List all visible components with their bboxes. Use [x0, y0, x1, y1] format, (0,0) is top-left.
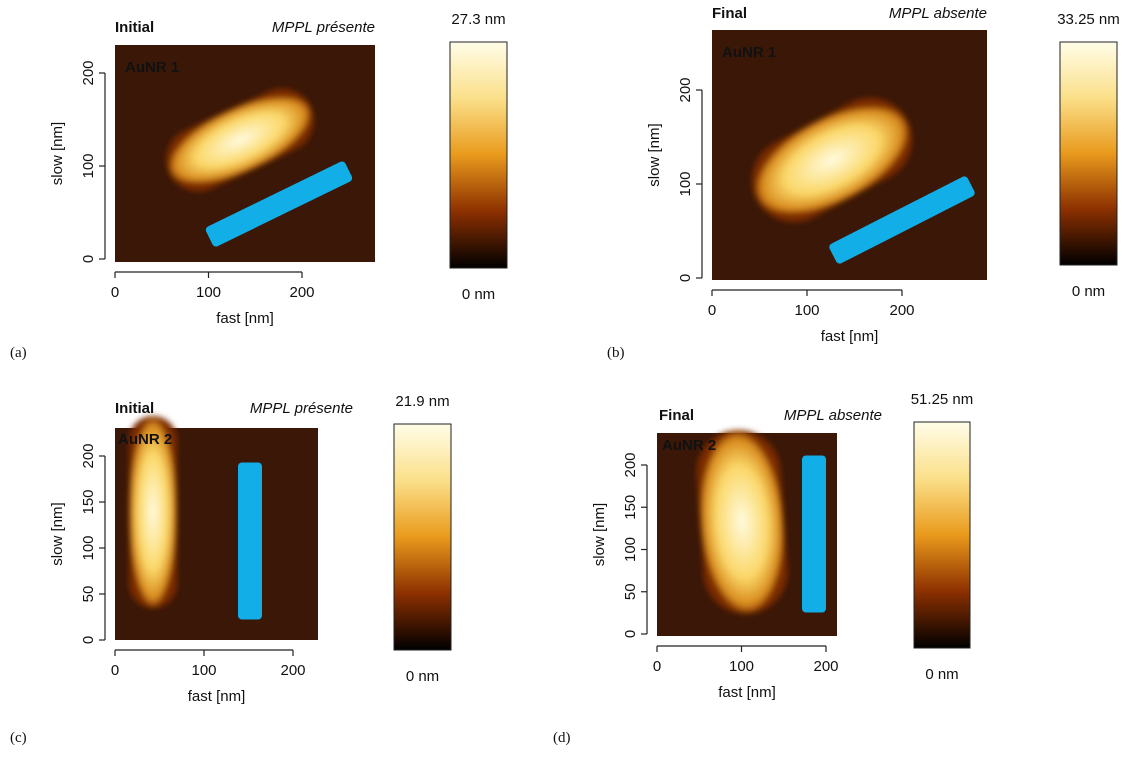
panel-label: (a)	[10, 345, 27, 361]
panel-label: (d)	[553, 730, 571, 746]
polarization-bar	[205, 161, 353, 247]
sample-label: AuNR 1	[722, 44, 776, 61]
colorbar-max: 51.25 nm	[911, 391, 974, 408]
y-tick-label: 100	[80, 153, 97, 178]
y-tick-label: 100	[622, 537, 639, 562]
condition: MPPL présente	[272, 19, 375, 36]
y-tick-label: 150	[80, 489, 97, 514]
colorbar-min: 0 nm	[406, 668, 439, 685]
x-tick-label: 0	[111, 662, 119, 679]
sample-label: AuNR 1	[125, 59, 179, 76]
y-tick-label: 200	[80, 60, 97, 85]
y-axis-label: slow [nm]	[49, 122, 66, 185]
x-axis-label: fast [nm]	[718, 684, 776, 701]
y-axis-label: slow [nm]	[591, 503, 608, 566]
polarization-bar	[829, 176, 975, 264]
y-tick-label: 200	[677, 77, 694, 102]
x-axis-label: fast [nm]	[821, 328, 879, 345]
condition: MPPL absente	[889, 5, 987, 22]
polarization-bar	[802, 455, 826, 613]
x-axis-label: fast [nm]	[188, 688, 246, 705]
panel-title: Final	[712, 5, 747, 22]
nanorod	[129, 416, 177, 608]
panel-title: Final	[659, 407, 694, 424]
x-tick-label: 200	[280, 662, 305, 679]
x-tick-label: 0	[653, 658, 661, 675]
x-tick-label: 200	[813, 658, 838, 675]
y-tick-label: 50	[80, 586, 97, 603]
x-axis-label: fast [nm]	[216, 310, 274, 327]
y-tick-label: 0	[622, 630, 639, 638]
y-tick-label: 100	[80, 535, 97, 560]
colorbar	[913, 421, 971, 649]
x-tick-label: 100	[196, 284, 221, 301]
y-tick-label: 0	[80, 636, 97, 644]
nanorod	[696, 430, 788, 614]
colorbar-min: 0 nm	[462, 286, 495, 303]
y-tick-label: 100	[677, 171, 694, 196]
colorbar-min: 0 nm	[925, 666, 958, 683]
colorbar	[449, 41, 508, 269]
colorbar	[393, 423, 452, 651]
colorbar-max: 27.3 nm	[451, 11, 505, 28]
polarization-bar	[238, 462, 262, 620]
y-tick-label: 50	[622, 583, 639, 600]
condition: MPPL présente	[250, 400, 353, 417]
colorbar	[1059, 41, 1118, 266]
nanorod	[166, 88, 314, 192]
colorbar-min: 0 nm	[1072, 283, 1105, 300]
y-tick-label: 200	[622, 452, 639, 477]
x-tick-label: 100	[794, 302, 819, 319]
x-tick-label: 0	[708, 302, 716, 319]
y-tick-label: 0	[80, 255, 97, 263]
colorbar-max: 21.9 nm	[395, 393, 449, 410]
x-tick-label: 100	[729, 658, 754, 675]
y-tick-label: 0	[677, 274, 694, 282]
colorbar-max: 33.25 nm	[1057, 11, 1120, 28]
condition: MPPL absente	[784, 407, 882, 424]
x-tick-label: 200	[289, 284, 314, 301]
sample-label: AuNR 2	[662, 437, 716, 454]
y-tick-label: 150	[622, 495, 639, 520]
x-tick-label: 0	[111, 284, 119, 301]
panel-label: (c)	[10, 730, 27, 746]
y-tick-label: 200	[80, 443, 97, 468]
x-tick-label: 200	[889, 302, 914, 319]
x-tick-label: 100	[191, 662, 216, 679]
panel-title: Initial	[115, 400, 154, 417]
panel-label: (b)	[607, 345, 625, 361]
y-axis-label: slow [nm]	[646, 123, 663, 186]
sample-label: AuNR 2	[118, 431, 172, 448]
y-axis-label: slow [nm]	[49, 502, 66, 565]
nanorod	[752, 97, 912, 223]
panel-title: Initial	[115, 19, 154, 36]
